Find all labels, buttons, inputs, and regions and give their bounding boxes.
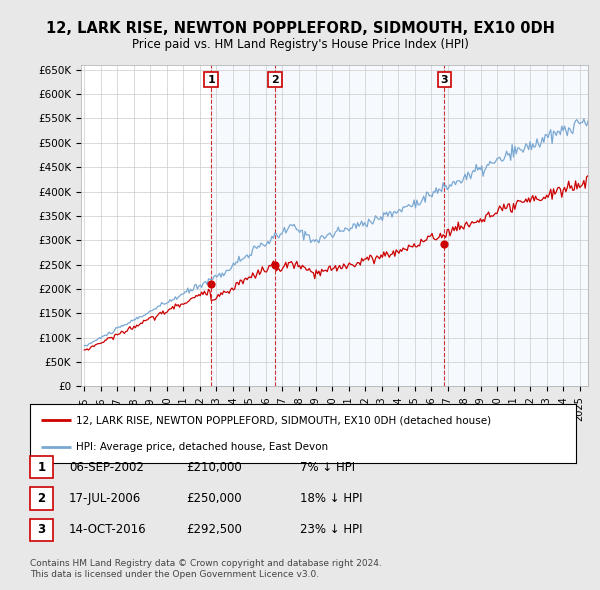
Text: 2: 2 [37,492,46,505]
Point [439,239,449,248]
Text: 18% ↓ HPI: 18% ↓ HPI [300,492,362,505]
Text: Contains HM Land Registry data © Crown copyright and database right 2024.: Contains HM Land Registry data © Crown c… [30,559,382,568]
Bar [444,65,596,386]
Text: 14-OCT-2016: 14-OCT-2016 [69,523,146,536]
Point [270,260,280,270]
Bar [211,65,275,386]
Text: £210,000: £210,000 [186,461,242,474]
Text: HPI: Average price, detached house, East Devon: HPI: Average price, detached house, East… [76,442,329,452]
Text: 12, LARK RISE, NEWTON POPPLEFORD, SIDMOUTH, EX10 0DH: 12, LARK RISE, NEWTON POPPLEFORD, SIDMOU… [46,21,554,35]
Text: 3: 3 [440,74,448,84]
Text: Price paid vs. HM Land Registry's House Price Index (HPI): Price paid vs. HM Land Registry's House … [131,38,469,51]
Bar [275,65,444,386]
Text: £250,000: £250,000 [186,492,242,505]
Text: 06-SEP-2002: 06-SEP-2002 [69,461,144,474]
Text: 23% ↓ HPI: 23% ↓ HPI [300,523,362,536]
Text: 1: 1 [207,74,215,84]
Text: 1: 1 [37,461,46,474]
Text: 12, LARK RISE, NEWTON POPPLEFORD, SIDMOUTH, EX10 0DH (detached house): 12, LARK RISE, NEWTON POPPLEFORD, SIDMOU… [76,415,491,425]
Text: 2: 2 [271,74,279,84]
Text: This data is licensed under the Open Government Licence v3.0.: This data is licensed under the Open Gov… [30,571,319,579]
Text: 3: 3 [37,523,46,536]
Text: 7% ↓ HPI: 7% ↓ HPI [300,461,355,474]
Text: 17-JUL-2006: 17-JUL-2006 [69,492,141,505]
Point [206,280,216,289]
Text: £292,500: £292,500 [186,523,242,536]
